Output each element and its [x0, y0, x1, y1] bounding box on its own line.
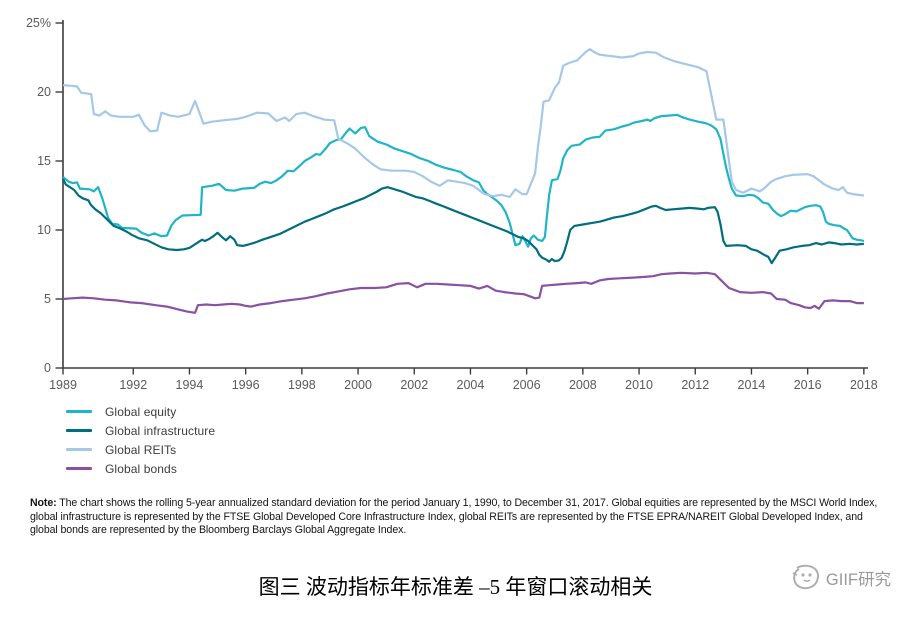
- y-tick-label: 15: [37, 154, 51, 168]
- y-tick-label: 25%: [26, 16, 51, 30]
- x-tick-label: 2018: [850, 378, 878, 392]
- giif-logo-icon: [792, 564, 819, 590]
- x-tick-label: 1989: [49, 378, 77, 392]
- series-global-infrastructure: [62, 178, 865, 265]
- series-global-equity: [62, 113, 865, 248]
- legend-swatch: [66, 467, 92, 470]
- x-tick-label: 2008: [569, 378, 597, 392]
- legend-swatch: [66, 448, 92, 451]
- note-text: The chart shows the rolling 5-year annua…: [30, 497, 878, 537]
- x-tick-label: 1992: [119, 378, 147, 392]
- x-tick-label: 1998: [288, 378, 316, 392]
- legend-swatch: [66, 429, 92, 432]
- note-prefix: Note:: [30, 497, 57, 509]
- x-tick-label: 2002: [400, 378, 428, 392]
- series-global-reits: [62, 48, 865, 198]
- y-tick-label: 10: [37, 223, 51, 237]
- series-global-bonds: [62, 271, 864, 314]
- giif-watermark: GIIF研究: [791, 564, 891, 592]
- chart-legend: Global equity Global infrastructure Global…: [66, 402, 215, 478]
- legend-label: Global bonds: [105, 461, 177, 476]
- x-tick-label: 2000: [344, 378, 372, 392]
- x-tick-label: 2012: [681, 378, 709, 392]
- legend-label: Global infrastructure: [105, 423, 216, 438]
- x-tick-label: 2016: [794, 378, 822, 392]
- legend-label: Global equity: [105, 404, 177, 419]
- x-tick-label: 2014: [738, 378, 766, 392]
- giif-watermark-text: GIIF研究: [825, 571, 891, 589]
- legend-label: Global REITs: [105, 442, 177, 457]
- volatility-line-chart: 0 5 10 15 20 25% 1989 1992 1994 1996 1998 2000 2002 2…: [26, 16, 878, 392]
- x-tick-label: 2004: [457, 378, 485, 392]
- legend-item-global-reits: Global REITs: [66, 440, 215, 459]
- y-tick-label: 0: [44, 361, 51, 375]
- legend-swatch: [66, 410, 92, 413]
- figure-title: 图三 波动指标年标准差 –5 年窗口滚动相关: [258, 575, 653, 599]
- y-tick-label: 20: [37, 85, 51, 99]
- x-tick-label: 2006: [513, 378, 541, 392]
- axes: [62, 20, 868, 369]
- chart-note: Note: The chart shows the rolling 5-year…: [30, 497, 888, 538]
- x-tick-label: 2010: [625, 378, 653, 392]
- x-tick-label: 1996: [232, 378, 260, 392]
- x-tick-label: 1994: [176, 378, 204, 392]
- legend-item-global-equity: Global equity: [66, 402, 215, 421]
- legend-item-global-infrastructure: Global infrastructure: [66, 421, 215, 440]
- y-tick-label: 5: [44, 292, 51, 306]
- legend-item-global-bonds: Global bonds: [66, 459, 215, 478]
